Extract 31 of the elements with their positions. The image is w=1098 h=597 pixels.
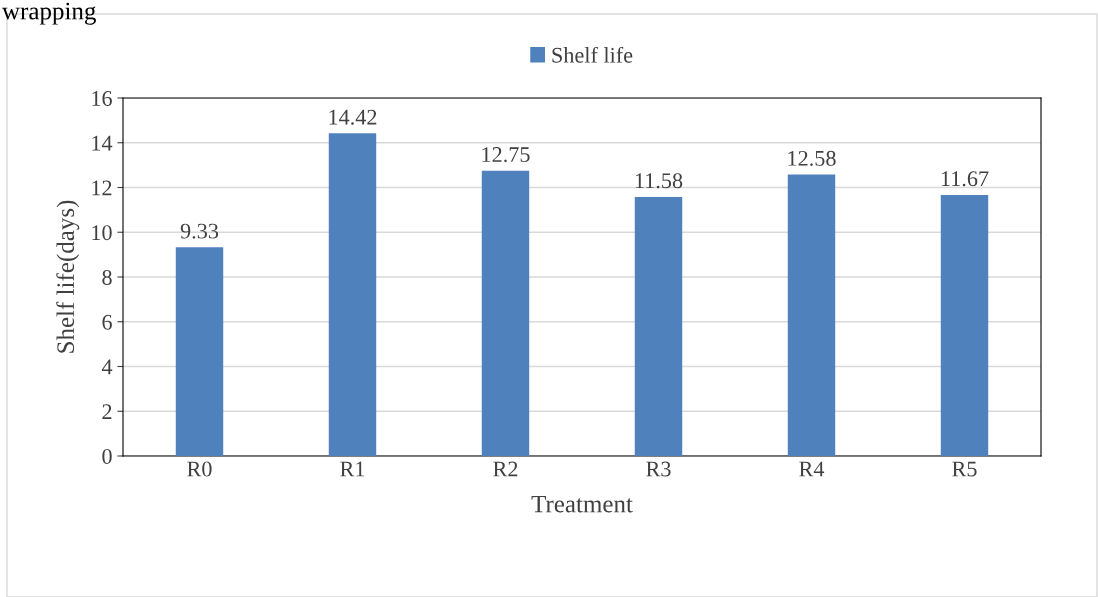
data-label: 12.75: [482, 147, 530, 163]
y-tick-label: 16: [92, 90, 112, 106]
data-label: 11.58: [635, 173, 683, 189]
x-tick-label: R4: [799, 461, 825, 477]
x-tick-label: R5: [952, 461, 977, 477]
y-tick-label: 0: [102, 448, 112, 464]
y-axis-title: Shelf life(days): [56, 200, 80, 353]
bar: [328, 133, 377, 456]
y-tick-label: 2: [102, 404, 112, 419]
bar: [634, 196, 683, 456]
y-tick-label: 14: [92, 135, 113, 151]
bar: [481, 170, 530, 456]
y-tick-label: 6: [102, 314, 112, 330]
y-tick-label: 10: [92, 225, 112, 241]
y-tick-label: 4: [101, 359, 113, 375]
legend-label: Shelf life: [552, 46, 633, 63]
bar: [787, 174, 836, 456]
data-label: 12.58: [788, 150, 836, 166]
x-tick-label: R1: [340, 461, 365, 477]
y-tick-label: 8: [102, 269, 112, 285]
x-tick-label: R2: [493, 461, 518, 477]
bar: [175, 247, 224, 456]
data-label: 14.42: [329, 109, 377, 125]
bar: [940, 194, 989, 456]
data-label: 11.67: [941, 171, 989, 187]
y-tick-label: 12: [92, 180, 112, 196]
x-tick-label: R0: [187, 461, 212, 477]
x-axis-title: Treatment: [531, 495, 633, 513]
x-tick-label: R3: [646, 461, 671, 477]
text: wrapping: [2, 2, 96, 25]
data-label: 9.33: [180, 223, 219, 239]
